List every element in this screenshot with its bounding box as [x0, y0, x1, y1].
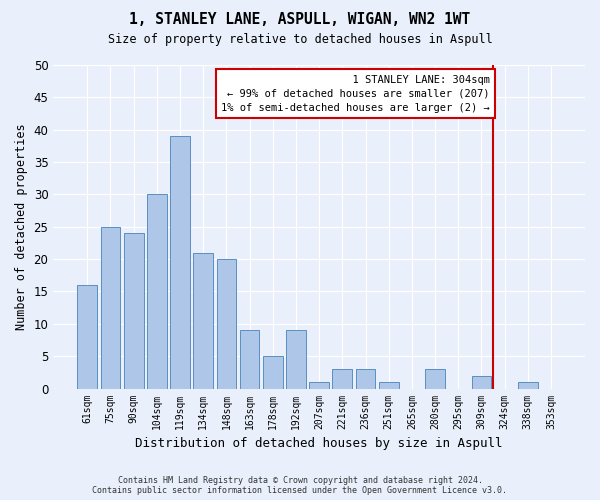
Text: 1 STANLEY LANE: 304sqm
← 99% of detached houses are smaller (207)
1% of semi-det: 1 STANLEY LANE: 304sqm ← 99% of detached…: [221, 74, 490, 112]
Bar: [124, 233, 143, 388]
Bar: [356, 369, 376, 388]
Bar: [193, 252, 213, 388]
X-axis label: Distribution of detached houses by size in Aspull: Distribution of detached houses by size …: [136, 437, 503, 450]
Bar: [379, 382, 398, 388]
Text: Contains HM Land Registry data © Crown copyright and database right 2024.
Contai: Contains HM Land Registry data © Crown c…: [92, 476, 508, 495]
Bar: [425, 369, 445, 388]
Bar: [263, 356, 283, 388]
Y-axis label: Number of detached properties: Number of detached properties: [15, 124, 28, 330]
Bar: [240, 330, 259, 388]
Bar: [217, 259, 236, 388]
Bar: [147, 194, 167, 388]
Text: 1, STANLEY LANE, ASPULL, WIGAN, WN2 1WT: 1, STANLEY LANE, ASPULL, WIGAN, WN2 1WT: [130, 12, 470, 28]
Bar: [472, 376, 491, 388]
Bar: [286, 330, 306, 388]
Text: Size of property relative to detached houses in Aspull: Size of property relative to detached ho…: [107, 32, 493, 46]
Bar: [518, 382, 538, 388]
Bar: [170, 136, 190, 388]
Bar: [332, 369, 352, 388]
Bar: [77, 285, 97, 389]
Bar: [101, 227, 121, 388]
Bar: [309, 382, 329, 388]
